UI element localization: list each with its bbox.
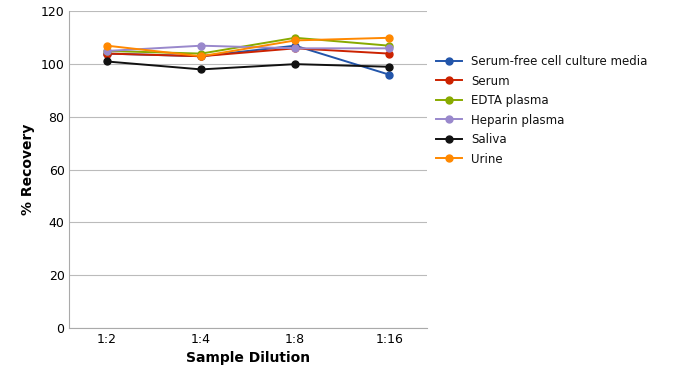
Urine (291, 38, 299, 43)
Y-axis label: % Recovery: % Recovery (21, 124, 35, 215)
Heparin plasma (103, 49, 111, 53)
Heparin plasma (385, 46, 393, 51)
Legend: Serum-free cell culture media, Serum, EDTA plasma, Heparin plasma, Saliva, Urine: Serum-free cell culture media, Serum, ED… (436, 55, 648, 166)
Saliva (385, 64, 393, 69)
Serum (103, 51, 111, 56)
Serum (291, 46, 299, 51)
Line: EDTA plasma: EDTA plasma (103, 34, 393, 57)
Urine (103, 43, 111, 48)
Serum (385, 51, 393, 56)
EDTA plasma (291, 35, 299, 40)
Line: Serum-free cell culture media: Serum-free cell culture media (103, 42, 393, 78)
EDTA plasma (385, 43, 393, 48)
EDTA plasma (197, 51, 205, 56)
Saliva (103, 59, 111, 64)
Urine (385, 35, 393, 40)
Line: Serum: Serum (103, 45, 393, 60)
Line: Saliva: Saliva (103, 58, 393, 73)
Line: Urine: Urine (103, 34, 393, 60)
Serum-free cell culture media (291, 43, 299, 48)
EDTA plasma (103, 49, 111, 53)
X-axis label: Sample Dilution: Sample Dilution (186, 351, 310, 365)
Serum-free cell culture media (197, 54, 205, 59)
Saliva (197, 67, 205, 72)
Line: Heparin plasma: Heparin plasma (103, 42, 393, 54)
Urine (197, 54, 205, 59)
Saliva (291, 62, 299, 66)
Serum-free cell culture media (103, 51, 111, 56)
Serum-free cell culture media (385, 72, 393, 77)
Serum (197, 54, 205, 59)
Heparin plasma (197, 43, 205, 48)
Heparin plasma (291, 46, 299, 51)
